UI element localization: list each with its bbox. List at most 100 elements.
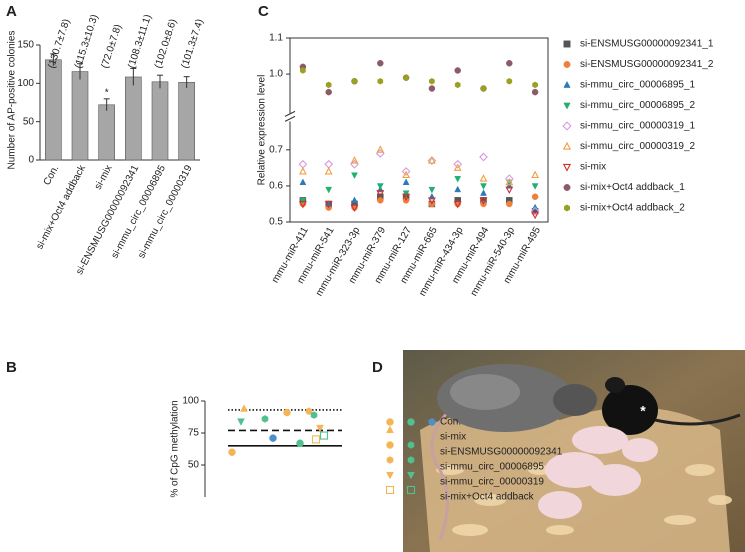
panel-label: B — [6, 359, 17, 376]
legend-marker — [563, 80, 571, 88]
y-tick-label: 0.5 — [269, 217, 283, 228]
bar — [178, 82, 195, 161]
data-point — [351, 78, 358, 85]
legend-marker — [562, 141, 572, 150]
data-point — [351, 196, 358, 204]
y-axis-label: Relative expression level — [257, 75, 268, 186]
data-point — [324, 159, 334, 169]
data-point — [325, 88, 332, 96]
data-point — [377, 197, 384, 204]
data-point — [506, 60, 513, 67]
y-tick-label: 75 — [188, 428, 200, 439]
data-point — [298, 159, 308, 169]
data-point — [269, 434, 277, 442]
legend-label: si-mmu_circ_00000319_1 — [580, 121, 696, 132]
data-point — [319, 431, 329, 440]
data-point — [228, 448, 236, 456]
axis-break — [284, 110, 296, 117]
data-point — [305, 407, 313, 416]
data-point — [504, 174, 514, 184]
data-point — [531, 88, 539, 96]
data-point — [453, 163, 462, 171]
data-point — [453, 201, 462, 209]
y-tick-label: 0 — [28, 155, 34, 166]
data-point — [311, 435, 321, 444]
y-tick-label: 100 — [17, 78, 34, 89]
data-point — [480, 183, 487, 190]
bar — [151, 81, 169, 161]
data-point — [428, 85, 436, 92]
y-tick-label: 1.1 — [269, 33, 283, 44]
data-point — [454, 67, 461, 74]
legend-label: si-mmu_circ_00006895 — [440, 462, 544, 473]
legend-marker — [386, 418, 394, 426]
bar — [125, 76, 142, 161]
data-point — [325, 81, 332, 89]
data-point — [377, 78, 384, 85]
data-point — [283, 408, 291, 417]
legend-marker — [386, 441, 394, 449]
bar — [71, 71, 89, 161]
legend-marker — [407, 418, 415, 426]
data-point — [300, 67, 306, 74]
legend-marker — [563, 184, 571, 191]
y-tick-label: 1.0 — [269, 69, 283, 80]
data-point — [505, 186, 514, 195]
legend-marker — [386, 456, 394, 464]
data-point — [376, 190, 385, 198]
legend-marker — [563, 40, 571, 48]
legend-marker — [407, 441, 415, 449]
panel-label: D — [372, 359, 383, 376]
data-point — [531, 193, 539, 200]
data-point — [428, 186, 436, 194]
data-point — [299, 197, 307, 205]
data-point — [429, 78, 435, 85]
legend-label: si-mmu_circ_00006895_1 — [580, 80, 696, 91]
bar — [45, 59, 62, 161]
panel-label: A — [6, 3, 17, 20]
data-point — [531, 170, 540, 179]
legend-marker — [563, 204, 571, 212]
data-point — [402, 178, 410, 185]
x-tick-label: si-mix+Oct4 addback — [34, 163, 88, 252]
data-point — [401, 167, 411, 176]
legend-label: si-mmu_circ_00000319 — [440, 477, 544, 488]
value-label: (108.3±11.1) — [126, 13, 154, 70]
data-point — [506, 200, 513, 208]
data-point — [479, 197, 488, 205]
data-point — [453, 159, 463, 169]
y-tick-label: 100 — [182, 396, 199, 407]
legend-marker — [407, 471, 415, 480]
y-axis-label: % of CpG methylation — [170, 400, 181, 497]
data-point — [350, 204, 359, 213]
axis-break-gap — [285, 113, 295, 122]
value-label: (72.0±7.8) — [100, 23, 125, 70]
legend-label: si-mmu_circ_00006895_2 — [580, 100, 696, 111]
legend-label: si-mix+Oct4 addback_1 — [580, 182, 685, 193]
legend-label: si-mmu_circ_00000319_2 — [580, 141, 696, 152]
legend-label: si-ENSMUSG00000092341_1 — [580, 39, 714, 50]
data-point — [240, 404, 248, 412]
bar — [98, 104, 115, 161]
y-tick-label: 0.7 — [269, 144, 283, 155]
y-tick-label: 150 — [17, 40, 34, 51]
legend-marker — [562, 121, 572, 131]
data-point — [479, 152, 488, 162]
data-point — [532, 81, 538, 89]
value-label: (115.3±10.3) — [73, 13, 101, 70]
data-point — [237, 418, 245, 426]
data-point — [316, 424, 324, 433]
data-point — [376, 183, 384, 190]
photo: * — [403, 350, 745, 552]
legend-marker — [563, 102, 571, 110]
data-point — [376, 145, 385, 153]
data-point — [351, 172, 358, 179]
data-point — [324, 201, 333, 209]
legend-marker — [406, 485, 416, 495]
legend-marker — [562, 163, 572, 172]
y-tick-label: 50 — [188, 460, 200, 471]
data-point — [324, 167, 333, 175]
data-point — [506, 78, 513, 85]
data-point — [530, 206, 540, 216]
data-point — [299, 178, 307, 185]
